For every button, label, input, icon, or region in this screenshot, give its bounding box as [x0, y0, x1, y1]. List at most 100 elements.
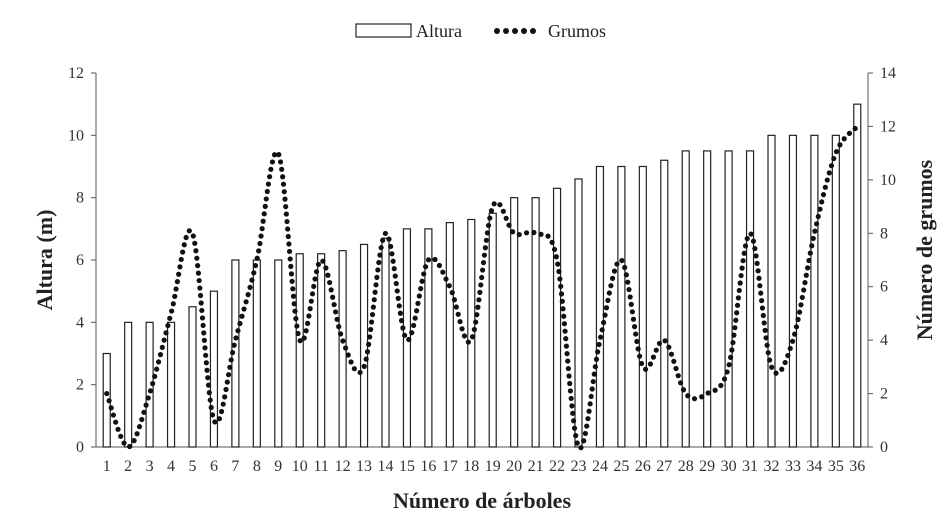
bar-altura: [274, 259, 283, 448]
legend-label-altura: Altura: [416, 21, 462, 41]
grumos-dot: [351, 366, 357, 372]
y-tick-label-left: 4: [76, 314, 84, 331]
grumos-dot: [312, 276, 318, 282]
grumos-dot: [569, 403, 575, 409]
grumos-dot: [555, 261, 561, 267]
grumos-dot: [453, 304, 459, 310]
grumos-dot: [204, 367, 210, 373]
grumos-dot: [286, 248, 293, 255]
bar-altura: [574, 178, 583, 448]
grumos-dot: [567, 388, 574, 394]
x-tick-label: 23: [571, 458, 587, 475]
grumos-dot: [805, 265, 811, 271]
grumos-dot: [106, 398, 112, 404]
grumos-dot: [282, 196, 288, 202]
grumos-dot: [626, 286, 632, 293]
grumos-dot: [574, 440, 580, 446]
grumos-dot: [826, 170, 832, 176]
grumos-dot: [369, 311, 376, 318]
grumos-dot: [194, 255, 200, 261]
grumos-dot: [409, 330, 415, 336]
grumos-dot: [108, 405, 114, 411]
grumos-dot: [332, 309, 339, 315]
grumos-dot: [414, 308, 420, 314]
grumos-dot: [831, 155, 837, 162]
bar-altura: [531, 197, 540, 448]
grumos-dot: [252, 262, 259, 269]
grumos-dot: [306, 313, 312, 319]
grumos-dot: [581, 438, 587, 444]
grumos-dot: [806, 257, 812, 264]
grumos-dot: [337, 331, 344, 337]
grumos-dot: [678, 380, 684, 386]
grumos-dot: [813, 221, 820, 227]
x-tick-label: 31: [742, 458, 758, 475]
grumos-dot: [260, 218, 266, 224]
grumos-dot: [758, 290, 764, 296]
grumos-dot: [196, 277, 202, 284]
grumos-dot: [131, 438, 137, 444]
grumos-dot: [443, 276, 449, 282]
grumos-dot: [721, 376, 728, 382]
grumos-dot: [223, 386, 229, 393]
bars: [102, 103, 862, 448]
grumos-dot: [224, 379, 230, 385]
grumos-dot: [201, 337, 207, 343]
grumos-dot: [757, 283, 763, 289]
grumos-dot: [209, 412, 216, 418]
grumos-dot: [139, 416, 145, 423]
grumos-dot: [279, 166, 285, 172]
y-tick-label-right: 14: [880, 65, 896, 82]
grumos-dot: [637, 353, 643, 359]
grumos-dot: [193, 248, 199, 254]
grumos-dot: [366, 341, 372, 347]
grumos-dot: [480, 260, 487, 266]
legend-dot: [521, 28, 527, 34]
grumos-dot: [551, 246, 558, 253]
grumos-dot: [269, 159, 276, 165]
grumos-dot: [482, 245, 488, 251]
grumos-dot: [523, 230, 530, 236]
grumos-dot: [197, 285, 203, 291]
grumos-dot: [605, 297, 611, 303]
bar-altura: [745, 150, 755, 448]
grumos-dot: [203, 352, 209, 358]
grumos-dot: [588, 393, 594, 400]
grumos-dot: [165, 322, 171, 329]
grumos-dot: [596, 341, 602, 348]
grumos-dot: [630, 316, 637, 322]
grumos-dot: [779, 366, 785, 372]
grumos-dot: [731, 332, 737, 338]
grumos-dot: [343, 345, 349, 351]
grumos-dot: [205, 382, 212, 388]
grumos-dot: [798, 302, 804, 308]
x-axis-title: Número de árboles: [393, 488, 571, 513]
grumos-dot: [735, 295, 742, 301]
grumos-dot: [373, 282, 379, 288]
bar-altura: [703, 150, 712, 448]
grumos-dot: [320, 258, 326, 264]
grumos-dot: [846, 130, 853, 136]
bar-altura: [188, 306, 197, 448]
grumos-dot: [263, 196, 269, 202]
grumos-dot: [795, 316, 801, 323]
grumos-dot: [280, 181, 287, 187]
grumos-dot: [545, 233, 551, 239]
grumos-dot: [516, 231, 522, 238]
grumos-dot: [531, 229, 537, 236]
grumos-dot: [212, 419, 218, 425]
x-tick-label: 10: [292, 458, 308, 475]
grumos-dot: [789, 338, 796, 344]
grumos-dot: [285, 233, 291, 240]
bar-altura: [488, 212, 497, 448]
grumos-dot: [724, 369, 730, 375]
grumos-dot: [216, 416, 223, 422]
grumos-dot: [328, 287, 334, 293]
grumos-dot: [824, 177, 830, 183]
bar-altura: [295, 253, 304, 448]
grumos-dot: [481, 252, 488, 258]
grumos-dots: [104, 125, 858, 451]
grumos-dot: [841, 136, 847, 142]
grumos-dot: [557, 276, 563, 282]
